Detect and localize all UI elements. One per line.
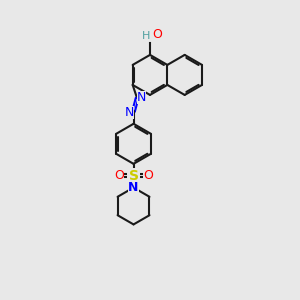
Text: O: O xyxy=(114,169,124,182)
Text: H: H xyxy=(142,31,151,41)
Text: S: S xyxy=(128,169,139,183)
Text: N: N xyxy=(136,91,146,104)
Text: N: N xyxy=(125,106,134,118)
Text: N: N xyxy=(128,182,139,194)
Text: N: N xyxy=(128,182,139,194)
Text: O: O xyxy=(143,169,153,182)
Text: O: O xyxy=(152,28,162,41)
